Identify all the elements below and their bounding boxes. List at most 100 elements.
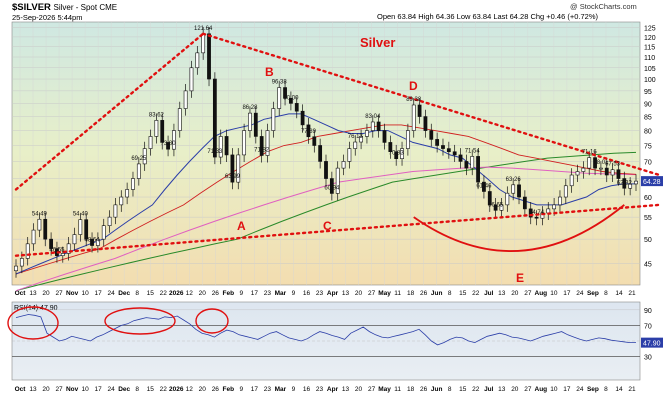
candle-body (400, 148, 404, 160)
candle-body (183, 90, 188, 109)
candle-body (318, 145, 323, 162)
candle-body (271, 108, 276, 131)
rsi-x-tick-label: Oct (15, 386, 27, 393)
price-label: 67.53 (605, 162, 621, 168)
candle-body (452, 151, 457, 156)
x-tick-label: 12 (186, 290, 194, 297)
price-label: 71.54 (465, 148, 481, 154)
x-tick-label: Nov (66, 290, 79, 297)
x-tick-label: Mar (275, 290, 287, 297)
rsi-line (15, 314, 636, 346)
x-tick-label: 22 (472, 290, 480, 297)
price-label: 77.89 (301, 129, 317, 135)
point-label-a: A (237, 219, 246, 233)
y-tick-label: 95 (644, 89, 652, 96)
y-tick-label: 90 (644, 101, 652, 108)
rsi-x-tick-label: Dec (118, 386, 130, 393)
rsi-x-tick-label: 26 (212, 386, 220, 393)
candle-body (14, 265, 18, 272)
candle-body (423, 116, 428, 131)
candle-body (201, 33, 206, 54)
x-tick-label: Dec (118, 290, 130, 297)
bottom-arc (413, 204, 625, 252)
candle-body (388, 142, 393, 153)
x-tick-label: 15 (147, 290, 155, 297)
candle-body (95, 238, 100, 246)
rsi-x-tick-label: 10 (81, 386, 89, 393)
x-tick-label: Sep (587, 290, 599, 297)
candle-body (347, 148, 352, 162)
rsi-highlight (104, 307, 176, 335)
rsi-x-tick-label: 14 (615, 386, 623, 393)
trendline (14, 32, 205, 191)
x-tick-label: 15 (459, 290, 467, 297)
ma100-line (15, 124, 637, 275)
rsi-x-tick-label: 8 (604, 386, 608, 393)
candle-body (476, 156, 480, 183)
x-tick-label: 14 (615, 290, 623, 297)
price-label: 61.46 (476, 183, 492, 189)
price-label: 71.82 (254, 147, 270, 153)
candle-body (634, 180, 638, 185)
candle-body (382, 130, 387, 143)
y-tick-label: 50 (644, 237, 652, 244)
candle-body (49, 238, 53, 249)
rsi-x-tick-label: 20 (199, 386, 207, 393)
y-tick-label: 55 (644, 215, 652, 222)
rsi-x-tick-label: 8 (448, 386, 452, 393)
x-tick-label: 2026 (169, 290, 184, 297)
rsi-x-tick-label: Sep (587, 386, 599, 393)
rsi-x-tick-label: 18 (407, 386, 415, 393)
rsi-x-tick-label: 15 (459, 386, 467, 393)
rsi-x-tick-label: Aug (535, 386, 548, 393)
x-tick-label: Apr (327, 290, 339, 297)
candle-body (563, 185, 568, 198)
candle-body (25, 243, 30, 259)
x-tick-label: 27 (55, 290, 63, 297)
candle-body (72, 234, 77, 245)
price-label: 54.49 (32, 211, 48, 217)
x-tick-label: May (378, 290, 391, 297)
candle-body (511, 184, 516, 194)
price-label: 60.94 (324, 185, 340, 191)
rsi-tick-label: 70 (644, 323, 652, 330)
x-tick-label: 22 (160, 290, 168, 297)
x-tick-label: 17 (563, 290, 571, 297)
candle-body (558, 196, 562, 206)
price-label: 48.64 (85, 238, 101, 244)
rsi-x-tick-label: 20 (511, 386, 519, 393)
x-tick-label: 13 (498, 290, 506, 297)
candle-body (119, 196, 124, 206)
x-tick-label: 8 (448, 290, 452, 297)
candle-body (405, 130, 410, 149)
candle-body (218, 136, 223, 158)
candle-body (125, 189, 130, 198)
candle-body (101, 225, 106, 240)
rsi-x-tick-label: 17 (95, 386, 103, 393)
candle-body (31, 229, 36, 245)
rsi-x-tick-label: 15 (147, 386, 155, 393)
y-tick-label: 85 (644, 115, 652, 122)
trendline (201, 32, 661, 177)
rsi-x-tick-label: 13 (342, 386, 350, 393)
candle-body (136, 163, 141, 179)
price-label: 73.80 (161, 141, 177, 147)
x-tick-label: 17 (95, 290, 103, 297)
x-tick-label: Oct (15, 290, 27, 297)
candle-body (429, 130, 434, 140)
rsi-x-tick-label: 21 (628, 386, 636, 393)
candle-body (458, 154, 463, 162)
candle-body (78, 219, 83, 235)
candle-body (534, 216, 539, 219)
price-label: 76.13 (348, 134, 364, 140)
y-tick-label: 105 (644, 66, 656, 73)
y-tick-label: 120 (644, 35, 656, 42)
candle-body (359, 136, 363, 143)
rsi-x-tick-label: 10 (550, 386, 558, 393)
rsi-x-tick-label: May (378, 386, 391, 393)
candle-body (587, 157, 592, 169)
candle-body (236, 154, 241, 183)
rsi-x-tick-label: 13 (498, 386, 506, 393)
y-tick-label: 70 (644, 159, 652, 166)
rsi-x-tick-label: 27 (524, 386, 532, 393)
